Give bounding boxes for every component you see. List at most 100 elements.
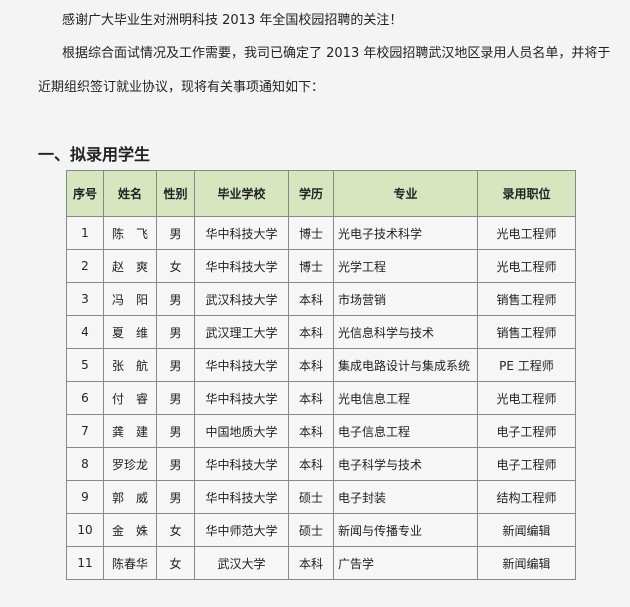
column-header: 序号 (66, 170, 104, 217)
table-cell: 2 (66, 249, 104, 283)
table-cell: 11 (66, 546, 104, 580)
table-cell: 武汉科技大学 (194, 282, 289, 316)
table-cell: 本科 (288, 282, 334, 316)
table-cell: 9 (66, 480, 104, 514)
table-cell: 电子信息工程 (333, 414, 478, 448)
column-header: 录用职位 (477, 170, 576, 217)
table-cell: 博士 (288, 249, 334, 283)
table-cell: 电子工程师 (477, 447, 576, 481)
table-cell: 10 (66, 513, 104, 547)
table-cell: 龚 建 (103, 414, 157, 448)
table-cell: 华中科技大学 (194, 216, 289, 250)
table-cell: 武汉理工大学 (194, 315, 289, 349)
table-cell: 本科 (288, 546, 334, 580)
table-cell: 华中科技大学 (194, 480, 289, 514)
table-cell: 冯 阳 (103, 282, 157, 316)
intro-paragraph-3: 近期组织签订就业协议，现将有关事项通知如下： (38, 80, 325, 95)
table-cell: 武汉大学 (194, 546, 289, 580)
table-cell: 新闻编辑 (477, 546, 576, 580)
table-cell: 男 (156, 480, 195, 514)
table-cell: 博士 (288, 216, 334, 250)
table-cell: 光电工程师 (477, 249, 576, 283)
table-cell: 郭 威 (103, 480, 157, 514)
table-cell: 本科 (288, 414, 334, 448)
table-cell: 1 (66, 216, 104, 250)
table-cell: 女 (156, 513, 195, 547)
table-cell: 男 (156, 447, 195, 481)
table-cell: 华中科技大学 (194, 249, 289, 283)
column-header: 专业 (333, 170, 478, 217)
table-cell: 金 姝 (103, 513, 157, 547)
table-cell: 陈春华 (103, 546, 157, 580)
column-header: 学历 (288, 170, 334, 217)
table-header-row: 序号 姓名 性别 毕业学校 学历 专业 录用职位 (66, 170, 576, 217)
table-cell: 电子封装 (333, 480, 478, 514)
table-cell: 广告学 (333, 546, 478, 580)
column-header: 毕业学校 (194, 170, 289, 217)
table-cell: 赵 爽 (103, 249, 157, 283)
table-cell: 光电子技术科学 (333, 216, 478, 250)
column-header: 姓名 (103, 170, 157, 217)
table-cell: 男 (156, 282, 195, 316)
table-cell: 张 航 (103, 348, 157, 382)
table-cell: 市场营销 (333, 282, 478, 316)
table-cell: 本科 (288, 447, 334, 481)
table-cell: 男 (156, 414, 195, 448)
section-title: 一、拟录用学生 (38, 145, 151, 164)
table-cell: 销售工程师 (477, 282, 576, 316)
table-cell: 集成电路设计与集成系统 (333, 348, 478, 382)
table-cell: 6 (66, 381, 104, 415)
table-cell: 销售工程师 (477, 315, 576, 349)
column-header: 性别 (156, 170, 195, 217)
table-cell: 电子科学与技术 (333, 447, 478, 481)
table-cell: 华中师范大学 (194, 513, 289, 547)
table-cell: 本科 (288, 381, 334, 415)
table-cell: 华中科技大学 (194, 381, 289, 415)
table-cell: 硕士 (288, 480, 334, 514)
table-cell: 夏 维 (103, 315, 157, 349)
table-cell: 华中科技大学 (194, 348, 289, 382)
table-cell: 结构工程师 (477, 480, 576, 514)
table-cell: 女 (156, 249, 195, 283)
table-cell: 陈 飞 (103, 216, 157, 250)
table-cell: 光电工程师 (477, 381, 576, 415)
table-cell: 男 (156, 348, 195, 382)
table-row: 8 罗珍龙男华中科技大学 本科 电子科学与技术 电子工程师 (66, 447, 576, 481)
table-cell: 本科 (288, 315, 334, 349)
table-cell: 光电信息工程 (333, 381, 478, 415)
table-cell: 本科 (288, 348, 334, 382)
table-cell: 男 (156, 381, 195, 415)
table-cell: 中国地质大学 (194, 414, 289, 448)
table-cell: 光学工程 (333, 249, 478, 283)
table-row: 10 金 姝女华中师范大学 硕士 新闻与传播专业 新闻编辑 (66, 513, 576, 547)
table-cell: 电子工程师 (477, 414, 576, 448)
table-cell: 罗珍龙 (103, 447, 157, 481)
table-cell: 女 (156, 546, 195, 580)
table-cell: 光信息科学与技术 (333, 315, 478, 349)
table-cell: 4 (66, 315, 104, 349)
table-cell: 男 (156, 216, 195, 250)
table-cell: 付 睿 (103, 381, 157, 415)
table-cell: 8 (66, 447, 104, 481)
table-cell: 7 (66, 414, 104, 448)
table-cell: 华中科技大学 (194, 447, 289, 481)
table-cell: 新闻与传播专业 (333, 513, 478, 547)
table-row: 11 陈春华女武汉大学 本科 广告学 新闻编辑 (66, 546, 576, 580)
intro-paragraph-1: 感谢广大毕业生对洲明科技 2013 年全国校园招聘的关注！ (62, 13, 403, 28)
table-cell: PE 工程师 (477, 348, 576, 382)
table-cell: 新闻编辑 (477, 513, 576, 547)
intro-paragraph-2: 根据综合面试情况及工作需要，我司已确定了 2013 年校园招聘武汉地区录用人员名… (62, 46, 611, 61)
table-cell: 5 (66, 348, 104, 382)
table-cell: 3 (66, 282, 104, 316)
table-cell: 男 (156, 315, 195, 349)
table-cell: 硕士 (288, 513, 334, 547)
